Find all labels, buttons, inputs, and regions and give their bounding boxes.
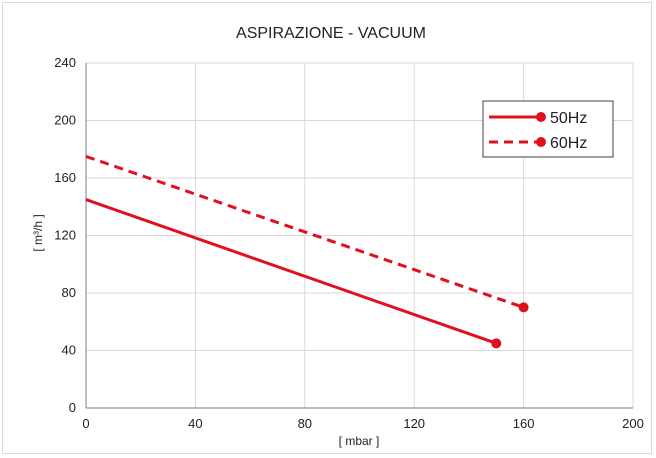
legend-marker-60hz [536,137,546,147]
y-axis-label: [ m³/h ] [31,214,45,251]
chart-frame: ASPIRAZIONE - VACUUM 0 40 80 120 160 200 0 40 8… [2,2,652,454]
x-tick-label: 120 [403,416,425,431]
y-tick-label: 240 [54,55,76,70]
series-endpoint-60hz [518,302,529,313]
y-tick-label: 200 [54,113,76,128]
x-tick-labels: 0 40 80 120 160 200 [82,416,643,431]
legend-marker-50hz [536,112,546,122]
line-chart: ASPIRAZIONE - VACUUM 0 40 80 120 160 200 0 40 8… [31,25,644,448]
y-tick-label: 40 [62,343,76,358]
x-tick-label: 0 [82,416,89,431]
legend-box [482,100,614,158]
axes [85,63,633,409]
x-tick-label: 200 [622,416,644,431]
chart-title: ASPIRAZIONE - VACUUM [236,25,426,42]
series-endpoint-50hz [491,338,502,349]
series-group [85,155,529,349]
legend-label-50hz: 50Hz [550,110,587,127]
y-tick-label: 160 [54,170,76,185]
y-tick-label: 120 [54,228,76,243]
x-axis-label: [ mbar ] [339,434,380,448]
y-tick-label: 0 [69,400,76,415]
series-line-50hz [85,198,497,345]
x-tick-label: 160 [513,416,535,431]
legend-label-60hz: 60Hz [550,135,587,152]
y-tick-label: 80 [62,285,76,300]
x-tick-label: 40 [188,416,202,431]
y-tick-labels: 0 40 80 120 160 200 240 [54,55,76,415]
x-tick-label: 80 [298,416,312,431]
series-line-60hz [85,155,525,309]
grid [86,62,634,408]
legend: 50Hz 60Hz [482,100,614,158]
